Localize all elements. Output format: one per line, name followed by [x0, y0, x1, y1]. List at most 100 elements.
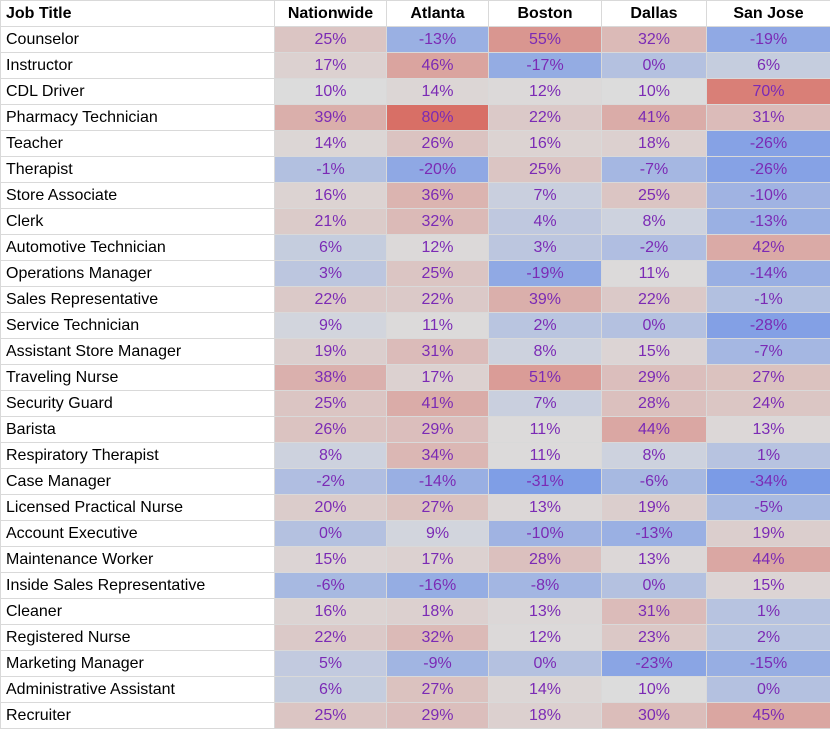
heat-cell-atlanta: 11% — [386, 312, 489, 339]
header-row: Job Title Nationwide Atlanta Boston Dall… — [0, 0, 830, 27]
table-row: CDL Driver 10% 14% 12% 10% 70% — [0, 78, 830, 105]
heat-cell-nationwide: 25% — [274, 702, 387, 729]
table-row: Account Executive 0% 9% -10% -13% 19% — [0, 520, 830, 547]
row-label: Automotive Technician — [0, 234, 275, 261]
heat-cell-boston: 22% — [488, 104, 602, 131]
table-row: Traveling Nurse 38% 17% 51% 29% 27% — [0, 364, 830, 391]
heat-cell-boston: 7% — [488, 390, 602, 417]
heat-cell-atlanta: 27% — [386, 494, 489, 521]
heat-cell-boston: 55% — [488, 26, 602, 53]
heat-cell-boston: 28% — [488, 546, 602, 573]
row-label: Operations Manager — [0, 260, 275, 287]
heat-cell-san-jose: -7% — [706, 338, 830, 365]
table-row: Service Technician 9% 11% 2% 0% -28% — [0, 312, 830, 339]
table-row: Licensed Practical Nurse 20% 27% 13% 19% -5% — [0, 494, 830, 521]
heat-cell-san-jose: 19% — [706, 520, 830, 547]
heat-cell-dallas: 0% — [601, 572, 707, 599]
row-label: Administrative Assistant — [0, 676, 275, 703]
row-label: Pharmacy Technician — [0, 104, 275, 131]
heat-cell-atlanta: -9% — [386, 650, 489, 677]
table-row: Cleaner 16% 18% 13% 31% 1% — [0, 598, 830, 625]
heat-cell-nationwide: 16% — [274, 182, 387, 209]
heat-cell-atlanta: 27% — [386, 676, 489, 703]
heat-cell-nationwide: -2% — [274, 468, 387, 495]
heat-cell-nationwide: 20% — [274, 494, 387, 521]
heat-cell-nationwide: 9% — [274, 312, 387, 339]
heat-cell-nationwide: 22% — [274, 624, 387, 651]
heat-cell-nationwide: 15% — [274, 546, 387, 573]
table-row: Respiratory Therapist 8% 34% 11% 8% 1% — [0, 442, 830, 469]
heat-cell-boston: 11% — [488, 442, 602, 469]
heat-cell-san-jose: 70% — [706, 78, 830, 105]
table-row: Teacher 14% 26% 16% 18% -26% — [0, 130, 830, 157]
table-row: Store Associate 16% 36% 7% 25% -10% — [0, 182, 830, 209]
heat-cell-san-jose: 6% — [706, 52, 830, 79]
heat-cell-nationwide: 16% — [274, 598, 387, 625]
table-row: Registered Nurse 22% 32% 12% 23% 2% — [0, 624, 830, 651]
table-row: Automotive Technician 6% 12% 3% -2% 42% — [0, 234, 830, 261]
table-row: Marketing Manager 5% -9% 0% -23% -15% — [0, 650, 830, 677]
heat-cell-boston: -19% — [488, 260, 602, 287]
row-label: Respiratory Therapist — [0, 442, 275, 469]
row-label: Account Executive — [0, 520, 275, 547]
heat-cell-boston: 39% — [488, 286, 602, 313]
heat-cell-san-jose: 44% — [706, 546, 830, 573]
heat-cell-nationwide: 6% — [274, 234, 387, 261]
heat-cell-atlanta: -16% — [386, 572, 489, 599]
row-label: Service Technician — [0, 312, 275, 339]
heat-cell-boston: 16% — [488, 130, 602, 157]
heat-cell-atlanta: 32% — [386, 624, 489, 651]
heat-cell-atlanta: 14% — [386, 78, 489, 105]
heat-cell-boston: 18% — [488, 702, 602, 729]
heat-cell-san-jose: 45% — [706, 702, 830, 729]
heat-cell-dallas: 41% — [601, 104, 707, 131]
heat-cell-dallas: 10% — [601, 676, 707, 703]
heat-cell-dallas: 18% — [601, 130, 707, 157]
column-header-atlanta: Atlanta — [386, 0, 489, 27]
heat-cell-dallas: 19% — [601, 494, 707, 521]
heat-cell-boston: -31% — [488, 468, 602, 495]
column-header-nationwide: Nationwide — [274, 0, 387, 27]
table-row: Administrative Assistant 6% 27% 14% 10% 0% — [0, 676, 830, 703]
heat-cell-nationwide: 25% — [274, 26, 387, 53]
heat-cell-atlanta: 29% — [386, 702, 489, 729]
heat-cell-dallas: -7% — [601, 156, 707, 183]
heat-cell-san-jose: 42% — [706, 234, 830, 261]
heat-cell-dallas: -6% — [601, 468, 707, 495]
row-label: Inside Sales Representative — [0, 572, 275, 599]
heat-cell-atlanta: 36% — [386, 182, 489, 209]
row-label: Maintenance Worker — [0, 546, 275, 573]
row-label: Barista — [0, 416, 275, 443]
table-row: Clerk 21% 32% 4% 8% -13% — [0, 208, 830, 235]
table-row: Inside Sales Representative -6% -16% -8% 0% 1… — [0, 572, 830, 599]
heat-cell-atlanta: 9% — [386, 520, 489, 547]
heat-cell-nationwide: 19% — [274, 338, 387, 365]
heat-cell-boston: 0% — [488, 650, 602, 677]
heat-cell-nationwide: 25% — [274, 390, 387, 417]
table-row: Barista 26% 29% 11% 44% 13% — [0, 416, 830, 443]
heat-cell-boston: 51% — [488, 364, 602, 391]
heat-cell-dallas: 13% — [601, 546, 707, 573]
heat-cell-boston: -10% — [488, 520, 602, 547]
heat-cell-dallas: 25% — [601, 182, 707, 209]
heat-cell-dallas: -13% — [601, 520, 707, 547]
heat-cell-dallas: 23% — [601, 624, 707, 651]
heat-cell-nationwide: 14% — [274, 130, 387, 157]
heat-cell-boston: 3% — [488, 234, 602, 261]
heat-cell-san-jose: 24% — [706, 390, 830, 417]
heat-cell-san-jose: 15% — [706, 572, 830, 599]
heat-cell-atlanta: 25% — [386, 260, 489, 287]
row-label: Teacher — [0, 130, 275, 157]
heat-cell-dallas: 31% — [601, 598, 707, 625]
table-row: Security Guard 25% 41% 7% 28% 24% — [0, 390, 830, 417]
column-header-job-title: Job Title — [0, 0, 275, 27]
heat-cell-atlanta: 17% — [386, 546, 489, 573]
heat-cell-boston: 13% — [488, 598, 602, 625]
heat-cell-dallas: 11% — [601, 260, 707, 287]
heat-cell-boston: 14% — [488, 676, 602, 703]
table-row: Assistant Store Manager 19% 31% 8% 15% -7% — [0, 338, 830, 365]
heat-cell-dallas: 29% — [601, 364, 707, 391]
heat-cell-dallas: 10% — [601, 78, 707, 105]
row-label: Store Associate — [0, 182, 275, 209]
heat-cell-atlanta: 41% — [386, 390, 489, 417]
